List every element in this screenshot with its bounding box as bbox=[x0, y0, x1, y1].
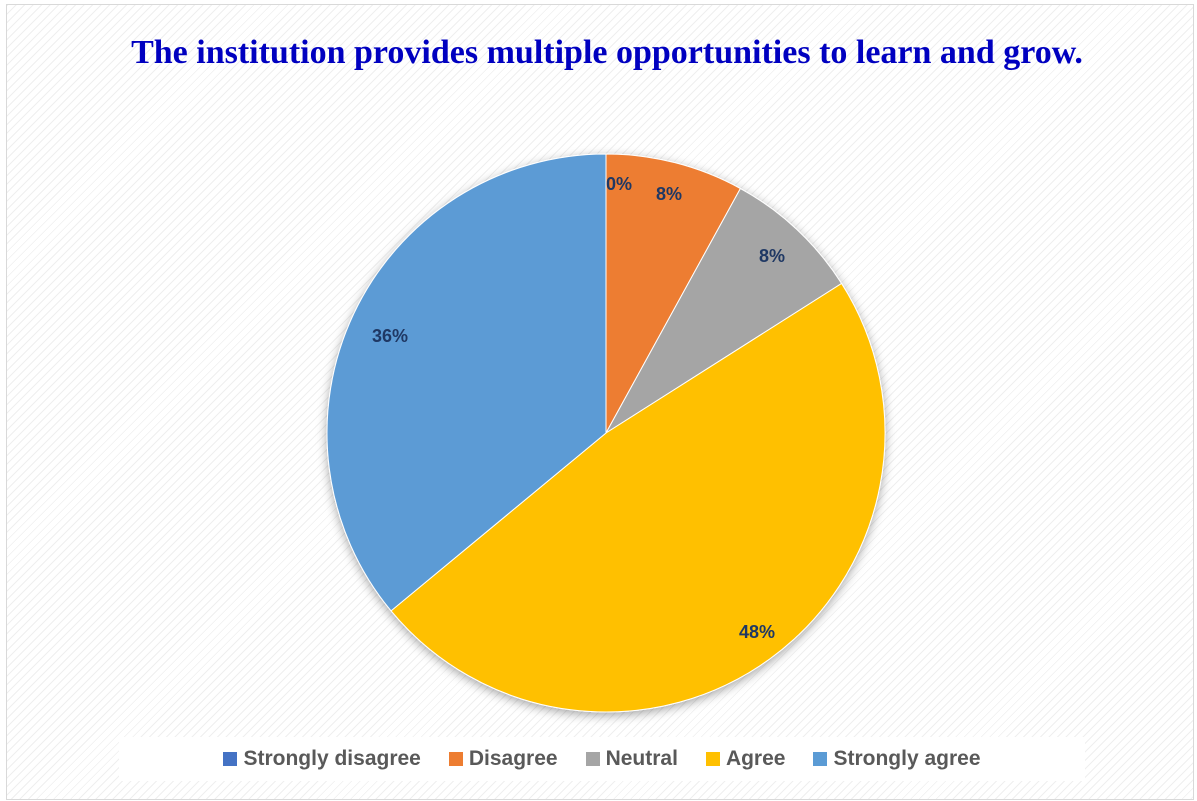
pie-slice-neutral bbox=[605, 187, 843, 434]
legend-item-neutral: Neutral bbox=[585, 747, 678, 771]
chart-title: The institution provides multiple opport… bbox=[131, 34, 1083, 71]
legend-label: Disagree bbox=[468, 747, 558, 770]
legend-swatch bbox=[705, 752, 720, 766]
legend-swatch bbox=[223, 752, 238, 766]
data-label-neutral: 8% bbox=[759, 246, 785, 266]
data-label-strongly-agree: 36% bbox=[372, 326, 408, 346]
pie-slice-disagree bbox=[605, 153, 742, 434]
legend: Strongly disagree Disagree Neutral Agree Str… bbox=[119, 737, 1085, 781]
pie-chart: 0% 8% 8% 48% 36% bbox=[326, 153, 886, 713]
data-label-strongly-disagree: 0% bbox=[606, 174, 632, 194]
legend-item-strongly-disagree: Strongly disagree bbox=[223, 747, 421, 771]
data-label-agree: 48% bbox=[739, 622, 775, 642]
legend-label: Strongly agree bbox=[833, 747, 981, 770]
legend-swatch bbox=[585, 752, 600, 766]
legend-swatch bbox=[448, 752, 463, 766]
legend-label: Neutral bbox=[605, 747, 678, 770]
legend-label: Agree bbox=[725, 747, 786, 770]
pie-slice-strongly-agree bbox=[326, 153, 607, 612]
data-label-disagree: 8% bbox=[656, 184, 682, 204]
legend-item-disagree: Disagree bbox=[448, 747, 558, 771]
legend-item-strongly-agree: Strongly agree bbox=[813, 747, 981, 771]
legend-swatch bbox=[813, 752, 828, 766]
legend-item-agree: Agree bbox=[705, 747, 786, 771]
legend-label: Strongly disagree bbox=[243, 747, 421, 770]
pie-slice-agree bbox=[390, 282, 886, 713]
chart-area: The institution provides multiple opport… bbox=[6, 4, 1194, 800]
